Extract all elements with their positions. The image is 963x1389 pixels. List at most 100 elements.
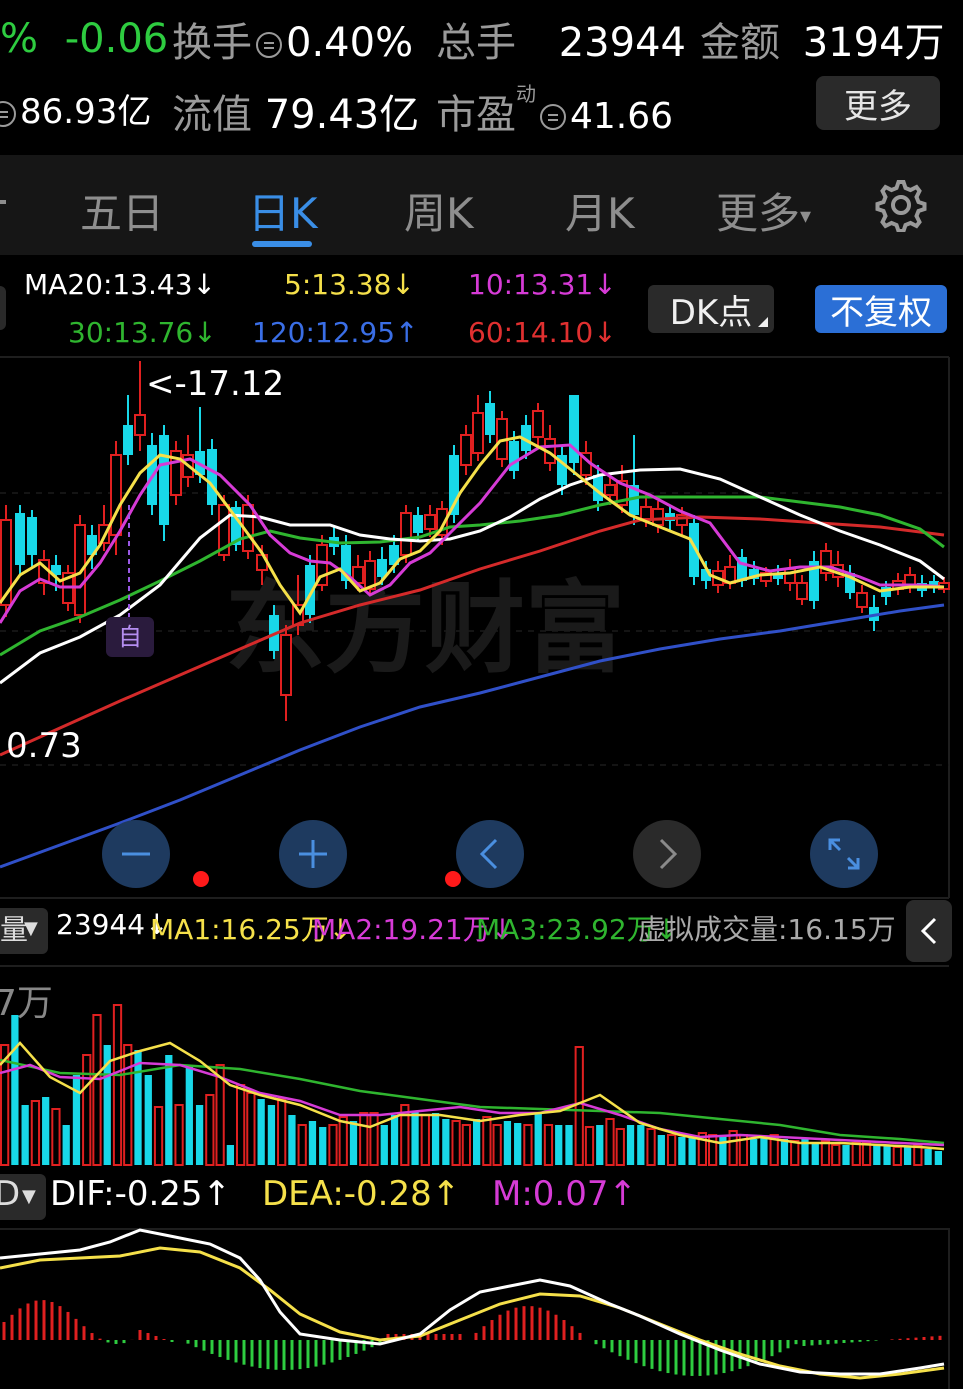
caret-down-icon: ▼ <box>22 1186 36 1207</box>
volume-bar <box>0 1044 10 1166</box>
volume-value: 23944 <box>558 20 686 66</box>
volume-bar <box>30 1100 41 1166</box>
event-dot[interactable] <box>193 871 209 887</box>
volume-bar <box>482 1116 492 1166</box>
dk-point-button[interactable]: DK点 <box>648 285 774 333</box>
candle-body <box>0 519 12 606</box>
chevron-left-icon <box>920 917 937 945</box>
volume-bar <box>400 1104 410 1166</box>
volume-bar <box>226 1145 234 1165</box>
volume-chart[interactable]: 7万 <box>0 965 963 1170</box>
candle-body <box>449 455 459 515</box>
volume-bar <box>349 1121 358 1165</box>
indicator-dropdown[interactable] <box>0 286 6 330</box>
volume-stat: 总手 23944 <box>436 10 686 68</box>
volume-bar <box>615 1128 625 1166</box>
tab-week-k[interactable]: 周K <box>404 189 474 238</box>
candle-body <box>377 559 387 577</box>
candle-body <box>170 450 182 496</box>
volume-bar <box>605 1118 615 1166</box>
tab-more[interactable]: 更多▾ <box>716 180 811 241</box>
info-icon[interactable] <box>256 32 282 58</box>
volume-indicator-label: 量 <box>0 913 29 946</box>
float-cap-value: 79.43亿 <box>264 92 420 138</box>
candle-body <box>856 592 868 608</box>
info-icon[interactable] <box>0 100 16 127</box>
volume-bar <box>892 1146 902 1166</box>
tab-more-label: 更多 <box>716 189 801 238</box>
corner-triangle-icon <box>758 317 768 327</box>
candle-body <box>74 524 86 616</box>
volume-bar <box>246 1092 256 1166</box>
volume-bar <box>205 1094 215 1166</box>
volume-bar <box>174 1104 184 1166</box>
ma10-label: 10:13.31↓ <box>468 268 617 301</box>
candle-body <box>413 515 423 533</box>
tab-day-k[interactable]: 日K <box>248 189 318 238</box>
fullscreen-button[interactable] <box>810 820 878 888</box>
candle-body <box>809 561 819 601</box>
candle-body <box>436 508 448 536</box>
turnover-stat[interactable]: 换手 0.40% <box>172 10 413 68</box>
volume-bar <box>236 1084 246 1166</box>
volume-label: 总手 <box>436 20 516 66</box>
candle-body <box>27 517 37 555</box>
volume-bar <box>719 1135 727 1165</box>
candle-body <box>218 504 230 556</box>
macd-indicator-dropdown[interactable] <box>0 1174 46 1220</box>
volume-bar <box>451 1120 461 1166</box>
volume-bar <box>277 1098 287 1166</box>
zoom-out-button[interactable] <box>102 820 170 888</box>
macd-dif-line <box>0 1228 945 1376</box>
candle-body <box>521 425 531 451</box>
candle-body <box>341 545 351 581</box>
candle-body <box>472 412 484 454</box>
volume-bars <box>0 1004 942 1166</box>
volume-bar <box>215 1064 225 1166</box>
candle-body <box>280 634 292 696</box>
volume-bar <box>750 1139 758 1165</box>
event-dot[interactable] <box>445 871 461 887</box>
volume-bar <box>103 1045 111 1165</box>
volume-bar <box>380 1125 388 1165</box>
volume-bar <box>708 1134 718 1166</box>
volume-bar <box>801 1139 809 1165</box>
event-marker-box[interactable] <box>106 617 154 657</box>
more-button[interactable]: 更多 <box>816 76 940 130</box>
volume-bar <box>153 1106 164 1166</box>
volume-bar <box>297 1124 307 1166</box>
info-icon[interactable] <box>540 104 566 130</box>
period-tab-bar <box>0 155 963 255</box>
volume-bar <box>842 1145 850 1165</box>
ma120-label: 120:12.95↑ <box>252 316 419 349</box>
volume-bar <box>112 1004 123 1166</box>
volume-bar <box>431 1113 440 1165</box>
candle-body <box>207 449 217 505</box>
candle-body <box>881 587 891 597</box>
volume-bar <box>657 1135 665 1165</box>
no-adjust-button[interactable]: 不复权 <box>815 285 947 333</box>
zoom-in-button[interactable] <box>279 820 347 888</box>
macd-chart[interactable] <box>0 1228 963 1389</box>
volume-ma3: MA3:23.92万↓ <box>476 913 679 946</box>
ma10-line <box>0 443 945 624</box>
tab-month-k[interactable]: 月K <box>565 189 635 238</box>
volume-bar <box>123 1044 133 1166</box>
pe-stat[interactable]: 市盈动 41.66 <box>436 82 673 140</box>
tab-fragment[interactable] <box>0 200 6 204</box>
volume-indicator-dropdown[interactable] <box>0 908 48 954</box>
pe-label: 市盈 <box>436 92 516 138</box>
amount-value: 3194万 <box>802 20 945 66</box>
volume-bar <box>543 1124 554 1166</box>
gear-icon[interactable] <box>874 178 928 232</box>
prev-button[interactable] <box>456 820 524 888</box>
collapse-button[interactable] <box>906 900 952 962</box>
kline-chart[interactable]: 东方财富 自 <-17.12 0.73 <box>0 355 963 900</box>
tab-five-day[interactable]: 五日 <box>80 189 165 238</box>
volume-bar <box>369 1112 379 1166</box>
volume-bar <box>92 1014 102 1166</box>
candle-body <box>364 560 376 590</box>
volume-bar <box>21 1105 29 1165</box>
next-button[interactable] <box>633 820 701 888</box>
candle-body <box>557 455 567 485</box>
